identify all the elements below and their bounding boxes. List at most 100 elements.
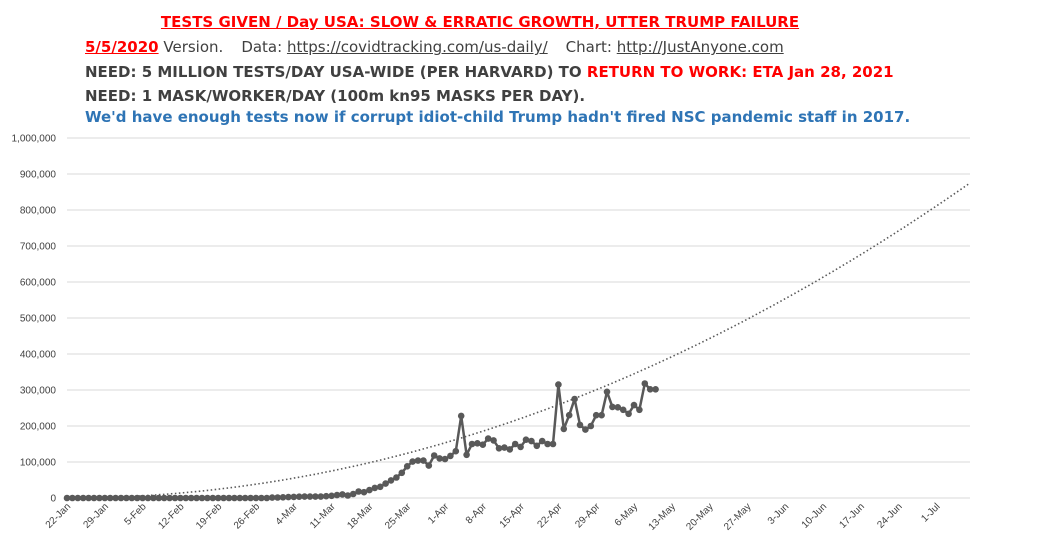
data-point xyxy=(155,494,163,502)
trendline xyxy=(67,183,970,499)
data-point xyxy=(209,494,217,502)
chart-source-link[interactable]: http://JustAnyone.com xyxy=(616,38,784,56)
data-point xyxy=(106,494,114,502)
data-point xyxy=(344,492,352,499)
data-point xyxy=(247,494,254,502)
need-tests-emphasis: RETURN TO WORK: ETA Jan 28, 2021 xyxy=(586,63,894,81)
x-tick-label: 27-May xyxy=(722,501,753,532)
data-point xyxy=(641,380,649,387)
data-label: Data: xyxy=(241,38,283,56)
data-point xyxy=(565,411,573,419)
data-point xyxy=(490,437,497,444)
gridlines xyxy=(67,137,970,463)
data-point xyxy=(96,494,103,502)
x-tick-label: 1-Apr xyxy=(426,501,452,527)
data-point xyxy=(414,457,422,464)
x-tick-label: 6-May xyxy=(613,501,640,528)
data-point xyxy=(533,442,541,450)
data-point xyxy=(398,469,406,477)
data-point xyxy=(279,494,287,501)
data-point xyxy=(592,411,600,419)
data-point xyxy=(609,403,616,411)
data-point xyxy=(171,494,179,502)
data-point xyxy=(263,494,271,502)
data-point xyxy=(652,386,659,393)
data-point xyxy=(101,494,109,502)
data-point xyxy=(560,425,568,433)
x-tick-label: 18-Mar xyxy=(345,501,376,532)
data-point xyxy=(646,386,654,393)
data-point xyxy=(409,458,416,465)
data-point xyxy=(339,491,346,498)
data-point xyxy=(403,463,411,470)
x-tick-label: 19-Feb xyxy=(194,501,224,531)
data-point xyxy=(474,440,481,447)
data-point xyxy=(306,493,314,500)
need-masks-line: NEED: 1 MASK/WORKER/DAY (100m kn95 MASKS… xyxy=(85,87,586,105)
data-point xyxy=(544,440,551,448)
data-point xyxy=(63,494,71,502)
data-point xyxy=(290,493,298,501)
data-source-link[interactable]: https://covidtracking.com/us-daily/ xyxy=(286,38,548,56)
version-line: 5/5/2020 Version. Data: https://covidtrac… xyxy=(85,37,784,57)
data-point xyxy=(258,494,265,502)
data-point xyxy=(371,484,379,492)
data-point xyxy=(214,494,222,502)
x-axis-tick-labels: 22-Jan 29-Jan 5-Feb 12-Feb 19-Feb 26-Feb 4-Mar… xyxy=(44,501,943,533)
data-point xyxy=(139,494,146,502)
data-point xyxy=(317,493,325,500)
data-point xyxy=(274,494,281,501)
data-point xyxy=(123,494,130,502)
data-point xyxy=(150,494,157,502)
y-tick-label: 200,000 xyxy=(20,422,57,433)
data-point xyxy=(177,494,184,502)
data-point xyxy=(225,494,233,502)
data-point xyxy=(441,455,449,463)
x-tick-label: 29-Jan xyxy=(82,501,111,530)
version-date: 5/5/2020 xyxy=(85,38,159,56)
data-point xyxy=(598,411,605,419)
commentary-line: We'd have enough tests now if corrupt id… xyxy=(85,108,911,126)
data-point xyxy=(295,493,303,501)
x-tick-label: 26-Feb xyxy=(232,501,262,531)
data-point xyxy=(479,441,487,449)
y-axis-tick-labels: 0 100,000 200,000 300,000 400,000 500,000 600,… xyxy=(12,134,57,505)
version-label: Version. xyxy=(163,38,224,56)
data-point xyxy=(555,381,562,388)
data-point xyxy=(625,410,632,418)
data-point xyxy=(328,492,335,500)
x-tick-label: 17-Jun xyxy=(838,501,867,530)
data-point xyxy=(285,493,292,501)
chart-label: Chart: xyxy=(565,38,612,56)
data-point xyxy=(468,440,476,448)
data-point xyxy=(393,474,400,481)
x-tick-label: 20-May xyxy=(684,501,715,532)
data-point xyxy=(69,494,76,502)
need-tests-prefix: NEED: 5 MILLION TESTS/DAY USA-WIDE (PER … xyxy=(85,63,582,81)
data-point xyxy=(204,494,211,502)
data-point xyxy=(495,445,503,452)
data-point xyxy=(301,493,308,500)
data-point xyxy=(355,488,362,495)
x-tick-label: 1-Jul xyxy=(919,501,942,524)
data-point xyxy=(484,435,492,442)
data-point xyxy=(220,494,227,502)
y-tick-label: 900,000 xyxy=(20,170,57,181)
y-tick-label: 700,000 xyxy=(20,242,57,253)
data-point xyxy=(430,452,438,459)
data-point xyxy=(360,488,368,496)
data-point xyxy=(187,494,195,502)
data-point xyxy=(252,494,260,502)
data-point xyxy=(619,406,627,414)
data-point xyxy=(198,494,206,502)
data-point xyxy=(587,422,595,430)
data-point xyxy=(312,493,319,500)
data-point xyxy=(447,452,454,460)
data-point xyxy=(420,457,427,464)
data-point xyxy=(576,421,584,429)
data-point xyxy=(236,494,244,502)
data-point xyxy=(166,494,173,502)
y-tick-label: 800,000 xyxy=(20,206,57,217)
x-tick-label: 25-Mar xyxy=(383,501,414,532)
data-point xyxy=(182,494,190,502)
